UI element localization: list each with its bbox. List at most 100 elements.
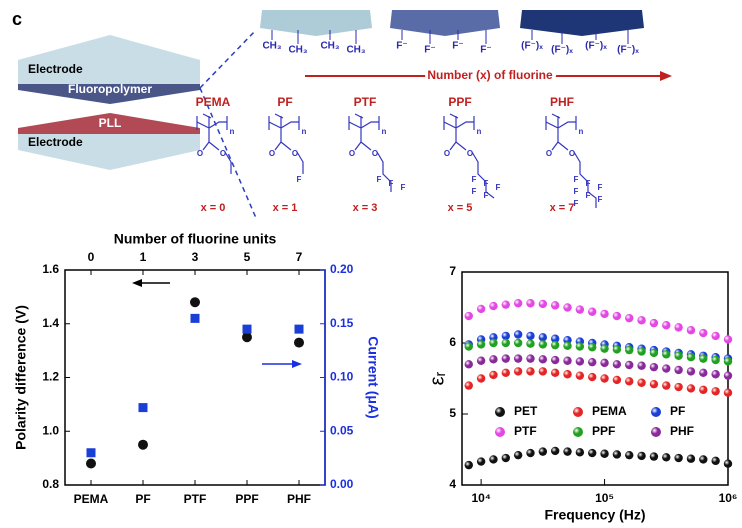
- data-point: [637, 451, 646, 461]
- atom-label: n: [579, 127, 584, 136]
- atom-label: O: [292, 149, 298, 158]
- backbone: [348, 113, 380, 151]
- data-point: [538, 333, 548, 342]
- data-point: [464, 311, 473, 321]
- data-point: [674, 323, 683, 332]
- data-point: [711, 370, 720, 379]
- data-point: [588, 448, 597, 458]
- data-point: [649, 452, 659, 461]
- data-point: [637, 316, 646, 325]
- atom-label: F: [496, 183, 501, 192]
- atom-label: F: [401, 183, 406, 192]
- x-tick-label: PF: [135, 492, 150, 506]
- data-point: [550, 340, 560, 350]
- x-value: x = 5: [448, 202, 473, 214]
- data-point: [550, 368, 560, 378]
- data-point: [526, 331, 535, 341]
- data-point: [625, 345, 634, 355]
- legend-label: PET: [514, 404, 538, 418]
- x-value: x = 1: [273, 202, 298, 214]
- data-point: [662, 321, 671, 330]
- data-point: [723, 335, 733, 344]
- data-point: [538, 367, 548, 376]
- atom-label: O: [372, 149, 378, 158]
- data-point: [513, 367, 523, 376]
- data-point: [464, 342, 473, 351]
- data-point: [649, 318, 659, 328]
- data-point: [625, 377, 634, 386]
- data-point: [612, 375, 622, 385]
- data-point: [575, 305, 585, 314]
- data-point: [625, 360, 634, 370]
- data-point: [723, 459, 733, 468]
- y-tick-label: 0.8: [42, 477, 59, 491]
- y-tick-label: 1.6: [42, 262, 59, 276]
- data-point: [575, 357, 585, 366]
- polymer-name: PF: [277, 95, 292, 109]
- data-point: [476, 304, 486, 314]
- group-label: (F⁻)ₓ: [585, 41, 607, 52]
- y2-tick-label: 0.00: [330, 477, 354, 491]
- data-point: [612, 345, 622, 354]
- atom-label: F: [574, 175, 579, 184]
- data-point: [600, 309, 609, 319]
- data-square: [242, 324, 252, 334]
- data-point: [600, 358, 609, 368]
- data-point: [513, 338, 523, 348]
- data-point: [711, 387, 720, 396]
- data-point: [575, 342, 585, 351]
- data-point: [526, 448, 535, 458]
- y-tick-label: 1.4: [42, 316, 59, 330]
- legend-marker: [573, 407, 583, 417]
- group-label: CH₃: [346, 45, 365, 56]
- data-point: [563, 447, 572, 456]
- group-label: CH₃: [288, 45, 307, 56]
- data-point: [686, 367, 696, 376]
- data-point: [674, 453, 683, 463]
- data-point: [86, 458, 96, 469]
- y2-tick-label: 0.15: [330, 316, 354, 330]
- group-label: (F⁻)ₓ: [521, 41, 543, 52]
- data-point: [464, 360, 473, 369]
- atom-label: O: [546, 149, 552, 158]
- arrow-head: [132, 279, 142, 287]
- data-point: [649, 348, 659, 358]
- pll-label: PLL: [99, 116, 122, 130]
- data-point: [723, 357, 733, 366]
- backbone: [268, 113, 300, 151]
- x-tick-label: 10⁵: [595, 491, 614, 505]
- zoom-line: [199, 87, 257, 219]
- arrow-label: Number (x) of fluorine: [427, 68, 553, 82]
- group-label: CH₃: [320, 41, 339, 52]
- data-point: [538, 355, 548, 364]
- data-point: [699, 385, 708, 395]
- top-tick-label: 5: [244, 250, 251, 264]
- film: [260, 10, 372, 36]
- data-point: [674, 365, 683, 375]
- film: [520, 10, 644, 36]
- data-point: [501, 453, 511, 463]
- data-point: [686, 326, 696, 335]
- electrode-label: Electrode: [28, 135, 83, 149]
- group-label: CH₃: [262, 41, 281, 52]
- data-point: [699, 354, 708, 363]
- data-point: [464, 460, 473, 470]
- data-point: [649, 362, 659, 372]
- atom-label: F: [586, 191, 591, 200]
- y2-tick-label: 0.10: [330, 370, 354, 384]
- top-tick-label: 0: [88, 250, 95, 264]
- atom-label: F: [472, 187, 477, 196]
- x-tick-label: PEMA: [74, 492, 109, 506]
- atom-label: F: [598, 195, 603, 204]
- y-axis-title: εᵣ: [426, 371, 448, 385]
- panel-label: c: [12, 9, 22, 29]
- x-tick-label: 10⁶: [719, 491, 738, 505]
- atom-label: n: [302, 127, 307, 136]
- data-point: [526, 354, 535, 363]
- y-tick-label: 4: [449, 477, 456, 491]
- data-point: [476, 457, 486, 466]
- data-point: [662, 364, 671, 373]
- group-label: F⁻: [452, 41, 463, 52]
- data-point: [464, 381, 473, 390]
- y-tick-label: 6: [449, 335, 456, 349]
